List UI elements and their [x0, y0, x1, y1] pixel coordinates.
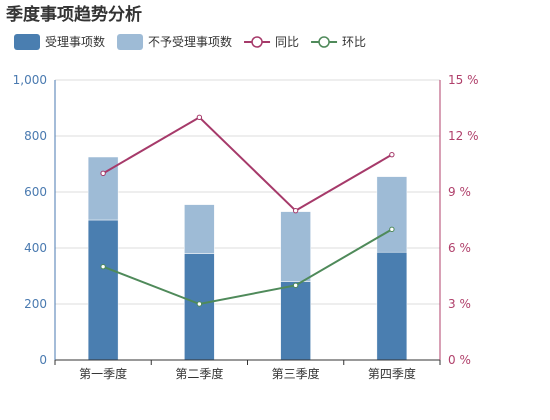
point-同比	[389, 151, 395, 158]
legend-marker-同比	[251, 36, 263, 48]
grid-lines	[55, 79, 440, 305]
chart-title: 季度事项趋势分析	[6, 4, 142, 25]
y-left-tick-label: 400	[24, 241, 47, 255]
x-tick-label: 第二季度	[175, 366, 223, 381]
point-环比	[196, 301, 203, 307]
legend-swatch-受理事项数	[14, 34, 40, 50]
point-同比	[100, 170, 106, 177]
y-right-tick-label: 15 %	[448, 73, 479, 87]
legend-label: 受理事项数	[45, 34, 105, 49]
y-right-tick-label: 6 %	[448, 241, 471, 255]
point-同比	[196, 114, 203, 121]
y-left-tick-label: 1,000	[13, 73, 47, 87]
y-left-tick-label: 600	[24, 185, 47, 199]
x-tick-label: 第三季度	[272, 366, 320, 381]
line-环比	[102, 228, 393, 306]
legend-label: 不予受理事项数	[148, 34, 232, 49]
y-left-tick-label: 200	[24, 297, 47, 311]
point-环比	[389, 226, 395, 233]
legend-swatch-不予受理事项数	[117, 34, 144, 50]
y-right-tick-label: 12 %	[448, 129, 479, 143]
point-环比	[100, 263, 106, 270]
bar-不予受理事项数	[184, 204, 215, 254]
axes	[54, 80, 441, 365]
y-left-tick-label: 800	[24, 129, 47, 143]
y-left-tick-label: 0	[39, 353, 47, 367]
bar-受理事项数	[280, 281, 311, 361]
legend-marker-环比	[318, 36, 330, 48]
point-环比	[292, 282, 299, 289]
legend-label: 环比	[342, 35, 366, 49]
y-right-tick-label: 3 %	[448, 297, 471, 311]
bar-不予受理事项数	[376, 176, 408, 253]
legend: 受理事项数 不予受理事项数 同比 环比	[14, 34, 366, 50]
y-right-tick-label: 9 %	[448, 185, 471, 199]
legend-label: 同比	[275, 35, 299, 49]
y-right-tick-label: 0 %	[448, 353, 471, 367]
tick-labels: 0 200 400 600 800 1,000 0 % 3 % 6 % 9 % 12 % 15 % 第一…	[13, 73, 479, 381]
bar-受理事项数	[184, 253, 215, 361]
point-同比	[292, 207, 299, 214]
line-series	[100, 114, 395, 307]
bar-受理事项数	[376, 251, 408, 361]
bar-受理事项数	[87, 219, 119, 361]
line-同比	[102, 116, 393, 212]
x-tick-label: 第四季度	[368, 366, 416, 381]
bar-series	[87, 156, 408, 361]
bar-不予受理事项数	[280, 211, 311, 282]
x-tick-label: 第一季度	[79, 366, 127, 381]
